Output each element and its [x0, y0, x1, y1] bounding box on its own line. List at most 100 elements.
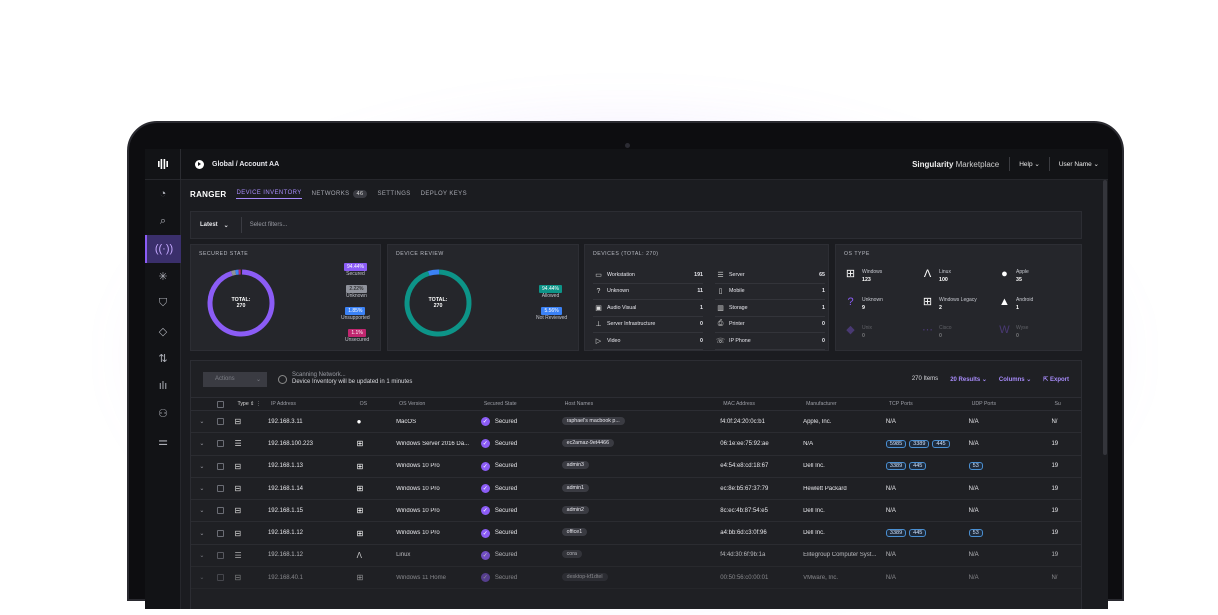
device-row-printer[interactable]: ⎙ Printer 0 [715, 317, 825, 333]
row-select[interactable] [213, 485, 229, 493]
sidebar-reports[interactable]: ılı [145, 373, 181, 401]
header-manufacturer[interactable]: Manufacturer [803, 401, 886, 407]
device-row-video[interactable]: ▷ Video 0 [593, 333, 703, 350]
device-row-workstation[interactable]: ▭ Workstation 191 [593, 267, 703, 284]
sidebar-users[interactable]: ⚇ [145, 400, 181, 428]
os-apple[interactable]: ● Apple 35 [998, 269, 1029, 284]
table-row[interactable]: ⌄ ⊟ 192.168.40.1 ⊞ Windows 11 Home ✓ Secured de… [191, 567, 1081, 590]
header-udp[interactable]: UDP Ports [969, 401, 1052, 407]
legend-pct: 94.44% [344, 263, 367, 271]
table-row[interactable]: ⌄ ⊟ 192.168.3.11 ● MacOS ✓ Secured raphael's ma… [191, 411, 1081, 434]
header-mac[interactable]: MAC Address [720, 401, 803, 407]
sidebar-ranger[interactable]: ((·)) [145, 235, 181, 263]
host-name-chip[interactable]: cora [561, 550, 582, 559]
os-windows-legacy[interactable]: ⊞ Windows Legacy 2 [921, 297, 977, 312]
breadcrumb[interactable]: Global / Account AA [195, 159, 279, 169]
sentinelone-logo-icon[interactable] [145, 149, 181, 180]
header-tcp[interactable]: TCP Ports [886, 401, 969, 407]
page-scrollbar[interactable] [1103, 180, 1107, 455]
checkbox[interactable] [217, 529, 225, 537]
row-select[interactable] [213, 551, 229, 559]
os-android[interactable]: ▲ Android 1 [998, 297, 1033, 312]
checkbox[interactable] [217, 400, 225, 408]
sidebar-settings[interactable]: ⚌ [145, 428, 181, 456]
host-name-chip[interactable]: admin1 [561, 483, 589, 492]
host-name-chip[interactable]: ec2amaz-9et4466 [561, 438, 615, 447]
checkbox[interactable] [217, 418, 225, 426]
tab-device-inventory[interactable]: DEVICE INVENTORY [236, 190, 302, 199]
os-unknown[interactable]: ? Unknown 9 [844, 297, 882, 312]
device-row-server[interactable]: ☰ Server 65 [715, 267, 825, 284]
user-menu[interactable]: User Name ⌄ [1050, 160, 1108, 168]
sidebar-integrations[interactable]: ◇ [145, 318, 181, 346]
header-ip[interactable]: IP Address [268, 401, 357, 407]
row-select[interactable] [213, 462, 229, 470]
row-select[interactable] [213, 574, 229, 582]
device-row-ip-phone[interactable]: ☏ IP Phone 0 [715, 333, 825, 350]
os-wyse[interactable]: W Wyse 0 [998, 325, 1028, 340]
host-name-chip[interactable]: desktop-kf1dtel [561, 572, 608, 581]
device-row-server-infrastructure[interactable]: ⊥ Server Infrastructure 0 [593, 317, 703, 333]
host-name-chip[interactable]: raphael's macbook p... [561, 416, 625, 425]
table-row[interactable]: ⌄ ⊟ 192.168.1.13 ⊞ Windows 10 Pro ✓ Secured adm… [191, 456, 1081, 478]
expand-row-icon[interactable]: ⌄ [199, 530, 205, 537]
expand-row-icon[interactable]: ⌄ [199, 419, 205, 426]
filter-input[interactable]: Select filters... [249, 222, 288, 228]
results-dropdown[interactable]: 20 Results ⌄ [950, 376, 987, 383]
expand-row-icon[interactable]: ⌄ [199, 441, 205, 448]
header-secured-state[interactable]: Secured State [481, 401, 562, 407]
expand-row-icon[interactable]: ⌄ [199, 508, 205, 515]
header-os[interactable]: OS [357, 401, 396, 407]
marketplace-link[interactable]: Singularity Marketplace [902, 160, 1009, 169]
checkbox[interactable] [217, 551, 225, 559]
table-row[interactable]: ⌄ ⊟ 192.168.1.14 ⊞ Windows 10 Pro ✓ Secured adm… [191, 478, 1081, 501]
table-row[interactable]: ⌄ ⊟ 192.168.1.12 ⊞ Windows 10 Pro ✓ Secured off… [191, 522, 1081, 545]
row-select[interactable] [213, 529, 229, 537]
row-select[interactable] [213, 418, 229, 426]
device-row-unknown[interactable]: ? Unknown 11 [593, 284, 703, 300]
checkbox[interactable] [217, 462, 225, 470]
export-button[interactable]: ⇱ Export [1043, 376, 1069, 383]
header-su[interactable]: Su [1051, 401, 1081, 407]
sidebar-dashboard[interactable]: ◔ [145, 180, 181, 208]
checkbox[interactable] [217, 440, 225, 448]
latest-dropdown[interactable]: Latest ⌄ [191, 217, 242, 233]
os-linux[interactable]: Λ Linux 100 [921, 269, 951, 284]
sidebar-sentinels[interactable]: ✳ [145, 263, 181, 291]
expand-row-icon[interactable]: ⌄ [199, 552, 205, 559]
header-os-version[interactable]: OS Version [396, 401, 481, 407]
row-select[interactable] [213, 440, 229, 448]
tab-networks[interactable]: NETWORKS 46 [312, 190, 368, 198]
host-name-chip[interactable]: admin3 [561, 461, 589, 470]
expand-row-icon[interactable]: ⌄ [199, 463, 205, 470]
table-row[interactable]: ⌄ ☰ 192.168.1.12 Λ Linux ✓ Secured cora f4:4d:30… [191, 545, 1081, 568]
tab-deploy-keys[interactable]: DEPLOY KEYS [420, 191, 467, 197]
row-select[interactable] [213, 507, 229, 515]
device-row-mobile[interactable]: ▯ Mobile 1 [715, 284, 825, 300]
help-menu[interactable]: Help ⌄ [1010, 160, 1049, 168]
sidebar-security[interactable]: ⛉ [145, 290, 181, 318]
os-windows[interactable]: ⊞ Windows 123 [844, 269, 882, 284]
table-row[interactable]: ⌄ ⊟ 192.168.1.15 ⊞ Windows 10 Pro ✓ Secured adm… [191, 500, 1081, 523]
expand-row-icon[interactable]: ⌄ [199, 575, 205, 582]
header-select-all[interactable] [213, 400, 229, 408]
os-cisco[interactable]: ⋯ Cisco 0 [921, 325, 952, 340]
sidebar-sync[interactable]: ⇅ [145, 345, 181, 373]
table-row[interactable]: ⌄ ☰ 192.168.100.223 ⊞ Windows Server 2016 Da… [191, 433, 1081, 456]
sidebar-search[interactable]: ⌕ [145, 208, 181, 236]
header-type[interactable]: Type ⇕ ⋮ [228, 401, 268, 407]
expand-row-icon[interactable]: ⌄ [199, 486, 205, 493]
host-name-chip[interactable]: admin2 [561, 505, 589, 514]
checkbox[interactable] [217, 485, 225, 493]
checkbox[interactable] [217, 507, 225, 515]
header-host-names[interactable]: Host Names [562, 401, 721, 407]
host-name-chip[interactable]: office1 [561, 528, 588, 537]
device-row-audio-visual[interactable]: ▣ Audio Visual 1 [593, 300, 703, 317]
device-row-storage[interactable]: ▥ Storage 1 [715, 300, 825, 317]
checkbox[interactable] [217, 574, 225, 582]
device-label: Storage [729, 304, 748, 311]
os-unix[interactable]: ◆ Unix 0 [844, 325, 872, 340]
actions-button[interactable]: Actions ⌄ [203, 371, 267, 387]
columns-dropdown[interactable]: Columns ⌄ [999, 376, 1031, 383]
tab-settings[interactable]: SETTINGS [377, 191, 411, 197]
